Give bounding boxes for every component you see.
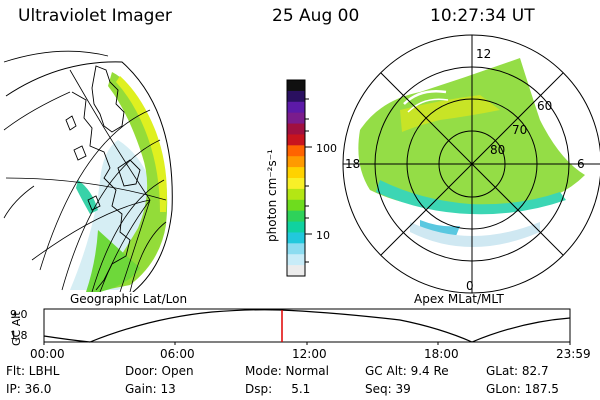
altitude-plot-frame — [43, 308, 571, 343]
mlt-label-0: 0 — [466, 279, 474, 293]
lat-label-80: 80 — [490, 143, 505, 157]
geo-lon-line-1 — [5, 177, 167, 201]
coastline-greenland — [91, 65, 125, 133]
coastline-hudson-bay — [117, 159, 141, 187]
geo-map-label: Geographic Lat/Lon — [70, 292, 187, 306]
earth-limb — [5, 61, 173, 292]
altitude-x-ticks — [43, 342, 571, 345]
mlt-label-12: 12 — [476, 47, 491, 61]
colorbar-segment — [287, 145, 305, 157]
colorbar-ticks — [305, 98, 312, 263]
geo-lat-circle-1 — [39, 109, 151, 271]
lat-label-60: 60 — [537, 99, 552, 113]
geo-lat-circle-2 — [61, 139, 161, 291]
polar-cusp-arc — [403, 90, 447, 105]
geo-outer-arc-1 — [3, 50, 109, 63]
info-ip: IP: 36.0 — [6, 382, 52, 396]
colorbar-label: photon cm⁻²s⁻¹ — [265, 149, 279, 242]
info-filter: Flt: LBHL — [6, 364, 60, 378]
altitude-x-tick-0: 00:00 — [30, 347, 65, 361]
geo-lon-line-2 — [69, 69, 151, 201]
colorbar-tick-10: 10 — [316, 229, 330, 242]
altitude-axis-label: GC Alt — [10, 311, 23, 346]
mlt-label-6: 6 — [577, 157, 585, 171]
geo-lon-line-4 — [99, 199, 151, 292]
info-glon: GLon: 187.5 — [486, 382, 559, 396]
info-seq: Seq: 39 — [365, 382, 411, 396]
colorbar-segment — [287, 90, 305, 103]
colorbar-segment — [287, 101, 305, 114]
altitude-plot — [43, 308, 571, 345]
geo-outer-arc-2 — [3, 91, 71, 131]
colorbar-segment — [287, 167, 305, 179]
polar-auroral-haze — [410, 222, 540, 247]
polar-plot-label: Apex MLat/MLT — [414, 292, 504, 306]
geo-lon-line-3 — [31, 199, 151, 261]
geo-lat-circle-3 — [91, 179, 165, 292]
altitude-curve — [43, 309, 571, 343]
coastline-islands — [65, 115, 101, 211]
colorbar-segment — [287, 112, 305, 125]
geo-lon-line-5 — [119, 199, 151, 292]
info-gc-alt: GC Alt: 9.4 Re — [365, 364, 449, 378]
altitude-x-tick-2: 12:00 — [292, 347, 327, 361]
altitude-y-tick-high: 9.0 — [10, 308, 28, 321]
info-gain: Gain: 13 — [125, 382, 176, 396]
info-dsp: Dsp: 5.1 — [245, 382, 311, 396]
colorbar-frame — [286, 79, 306, 277]
geo-outer-arc-3 — [3, 185, 35, 219]
colorbar-segment — [287, 123, 305, 136]
polar-auroral-cyan-2 — [420, 220, 460, 236]
colorbar — [286, 79, 306, 277]
polar-cusp-arc-2 — [407, 98, 449, 113]
colorbar-segment — [287, 254, 305, 266]
info-mode: Mode: Normal — [245, 364, 329, 378]
colorbar-segment — [287, 243, 305, 255]
instrument-title: Ultraviolet Imager — [18, 6, 172, 26]
altitude-x-tick-1: 06:00 — [160, 347, 195, 361]
colorbar-segment — [287, 178, 305, 190]
colorbar-segment — [287, 210, 305, 223]
colorbar-segment — [287, 265, 305, 277]
date-label: 25 Aug 00 — [272, 6, 360, 26]
polar-auroral-cyan-1 — [376, 180, 566, 215]
colorbar-segment — [287, 134, 305, 146]
geo-auroral-west — [76, 180, 98, 214]
polar-plot — [342, 34, 600, 294]
colorbar-segment — [287, 80, 305, 92]
altitude-y-tick-low: 1.8 — [10, 329, 28, 342]
altitude-x-tick-4: 23:59 — [556, 347, 591, 361]
info-glat: GLat: 82.7 — [486, 364, 549, 378]
time-label: 10:27:34 UT — [430, 6, 535, 26]
info-door: Door: Open — [125, 364, 194, 378]
colorbar-segment — [287, 188, 305, 201]
colorbar-segment — [287, 199, 305, 212]
colorbar-tick-100: 100 — [316, 142, 337, 155]
polar-meridian-diag-2 — [380, 72, 564, 256]
coastline-north-america — [71, 91, 131, 291]
altitude-x-tick-3: 18:00 — [424, 347, 459, 361]
colorbar-segment — [287, 221, 305, 234]
polar-auroral-yellow — [400, 95, 500, 132]
geographic-map — [3, 50, 173, 292]
geo-lat-circle-4 — [129, 221, 167, 292]
mlt-label-18: 18 — [345, 157, 360, 171]
colorbar-segment — [287, 156, 305, 168]
lat-label-70: 70 — [512, 123, 527, 137]
colorbar-segment — [287, 232, 305, 244]
